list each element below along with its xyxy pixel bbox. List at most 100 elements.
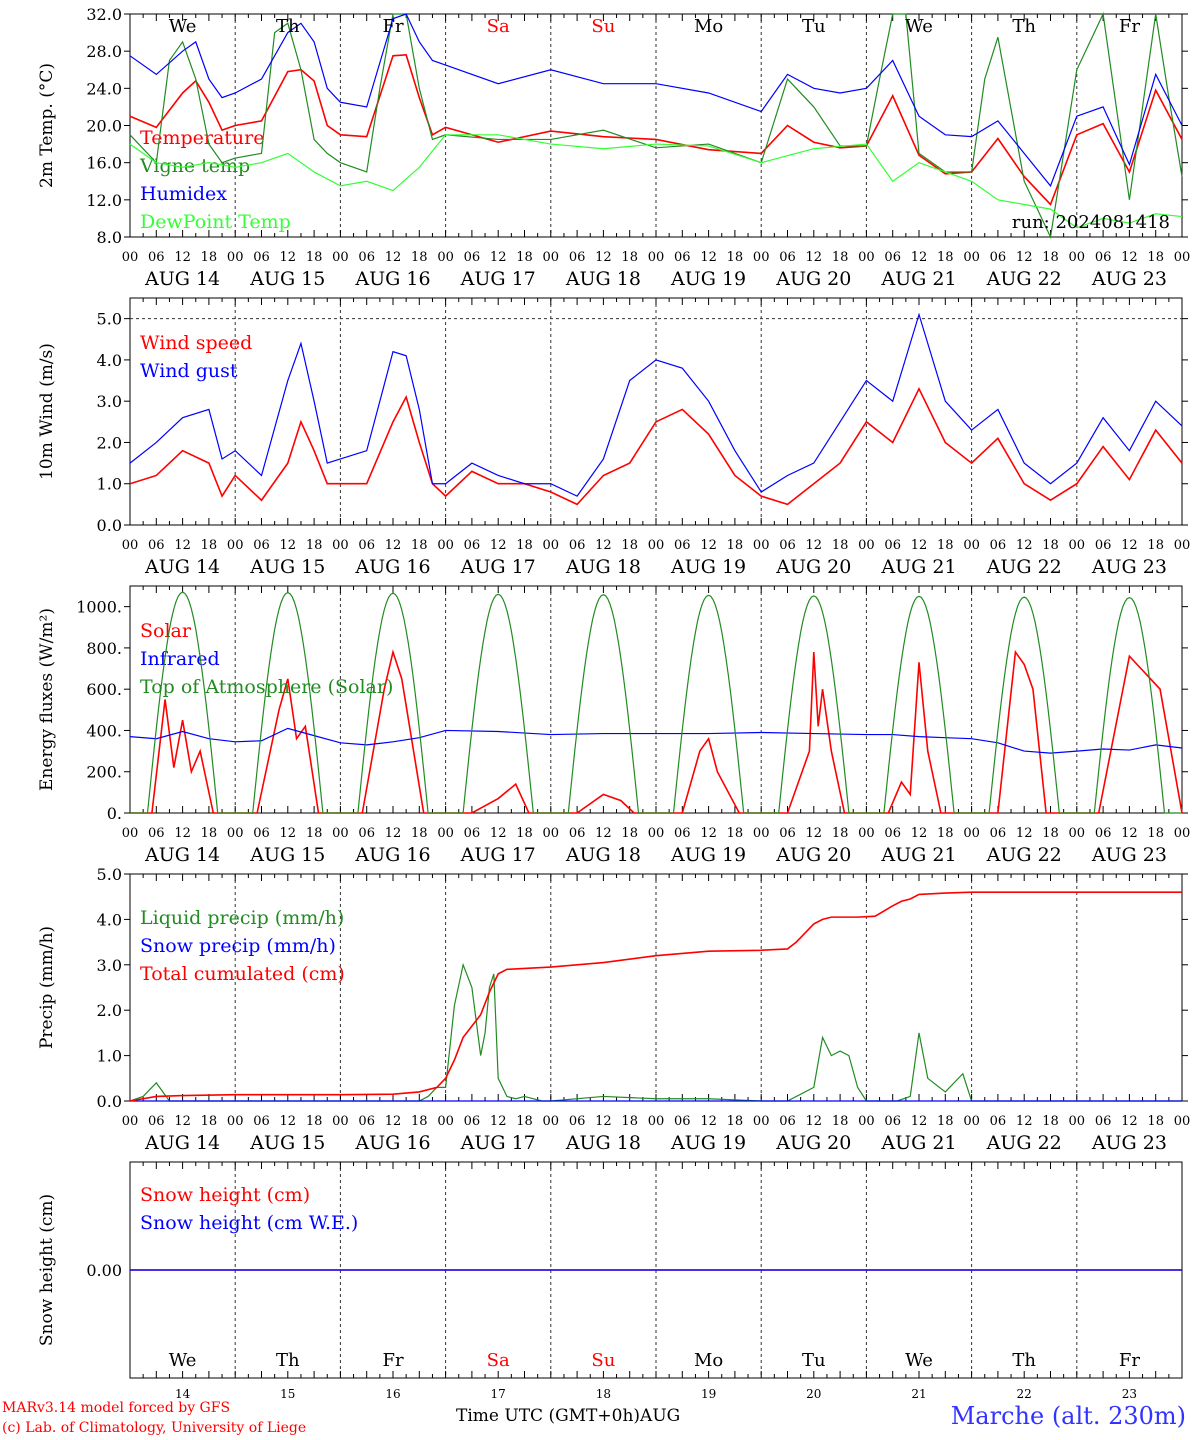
date-label: AUG 20 [775,1132,851,1154]
hour-tick-label: 00 [1069,538,1086,553]
legend-entry: Liquid precip (mm/h) [140,907,344,929]
hour-tick-label: 12 [1121,538,1138,553]
hour-tick-label: 12 [174,1114,191,1129]
date-label: AUG 19 [670,268,746,290]
hour-tick-label: 00 [963,1114,980,1129]
date-label: AUG 23 [1091,268,1167,290]
day-number-label: 23 [1122,1387,1137,1401]
hour-tick-label: 12 [700,1114,717,1129]
hour-tick-label: 18 [411,538,428,553]
hour-tick-label: 00 [227,826,244,841]
hour-tick-label: 00 [858,250,875,265]
weekday-label: Tu [802,16,826,37]
date-label: AUG 14 [144,844,220,866]
weekday-label: Tu [802,1350,826,1371]
hour-tick-label: 00 [1069,1114,1086,1129]
y-axis-label: Energy fluxes (W/m²) [37,608,57,791]
day-number-label: 15 [280,1387,295,1401]
legend-entry: Infrared [140,648,220,670]
chart-panel-3: 0. 200. 400. 600. 800. 1000. Energy fluxes (W/… [37,585,1191,866]
hour-tick-label: 18 [1147,1114,1164,1129]
hour-tick-label: 12 [490,250,507,265]
hour-tick-label: 00 [332,1114,349,1129]
hour-tick-label: 00 [858,538,875,553]
hour-tick-label: 18 [306,826,323,841]
hour-tick-label: 00 [122,250,139,265]
date-label: AUG 15 [249,268,325,290]
hour-tick-label: 18 [937,1114,954,1129]
hour-tick-label: 12 [806,538,823,553]
weekday-label: Th [276,1350,300,1371]
y-axis-label: Snow height (cm) [37,1194,57,1346]
y-tick-label: 3.0 [97,956,122,975]
hour-tick-label: 18 [201,538,218,553]
hour-tick-label: 06 [569,826,586,841]
date-label: AUG 19 [670,1132,746,1154]
legend-entry: DewPoint Temp [140,211,291,233]
hour-tick-label: 12 [700,250,717,265]
hour-tick-label: 06 [674,538,691,553]
hour-tick-label: 00 [227,1114,244,1129]
day-number-label: 18 [596,1387,611,1401]
hour-tick-label: 18 [621,250,638,265]
hour-tick-label: 12 [385,538,402,553]
y-tick-label: 5.0 [97,865,122,884]
hour-tick-label: 18 [727,538,744,553]
series-line [129,54,1183,206]
hour-tick-label: 12 [280,538,297,553]
date-label: AUG 19 [670,556,746,578]
y-tick-label: 3.0 [97,392,122,411]
date-label: AUG 17 [460,844,536,866]
date-label: AUG 16 [354,1132,430,1154]
date-label: AUG 15 [249,556,325,578]
y-tick-label: 0.0 [97,1092,122,1111]
y-tick-label: 0.00 [86,1261,122,1280]
date-label: AUG 16 [354,556,430,578]
date-label: AUG 16 [354,844,430,866]
y-tick-label: 16.0 [86,154,122,173]
hour-tick-label: 06 [358,250,375,265]
hour-tick-label: 00 [543,538,560,553]
hour-tick-label: 12 [280,826,297,841]
day-number-label: 20 [806,1387,821,1401]
hour-tick-label: 18 [1042,826,1059,841]
y-tick-label: 2.0 [97,1001,122,1020]
hour-tick-label: 06 [569,250,586,265]
series-line [129,312,1183,497]
hour-tick-label: 18 [937,538,954,553]
hour-tick-label: 00 [1174,826,1191,841]
hour-tick-label: 06 [779,1114,796,1129]
hour-tick-label: 00 [227,250,244,265]
hour-tick-label: 06 [884,538,901,553]
hour-tick-label: 18 [411,826,428,841]
y-tick-label: 5.0 [97,310,122,329]
hour-tick-label: 18 [832,250,849,265]
hour-tick-label: 12 [806,250,823,265]
hour-tick-label: 06 [569,538,586,553]
legend-entry: Humidex [140,183,227,205]
chart-panel-4: 0.0 1.0 2.0 3.0 4.0 5.0 Precip (mm/h) Liquid pr… [37,865,1190,1154]
legend-entry: Top of Atmosphere (Solar) [140,676,393,698]
hour-tick-label: 06 [1095,538,1112,553]
weekday-label: We [905,16,933,37]
hour-tick-label: 06 [253,250,270,265]
hour-tick-label: 00 [648,250,665,265]
day-number-label: 19 [701,1387,716,1401]
weekday-label: Th [1012,16,1036,37]
hour-tick-label: 06 [464,1114,481,1129]
hour-tick-label: 00 [1174,538,1191,553]
date-label: AUG 17 [460,556,536,578]
hour-tick-label: 12 [174,826,191,841]
legend-entry: Wind speed [140,332,252,354]
weekday-label: Mo [694,16,723,37]
hour-tick-label: 18 [411,1114,428,1129]
hour-tick-label: 18 [1147,538,1164,553]
hour-tick-label: 06 [1095,1114,1112,1129]
hour-tick-label: 12 [1121,826,1138,841]
y-axis-label: Precip (mm/h) [37,926,57,1049]
y-axis-label: 10m Wind (m/s) [37,343,57,480]
hour-tick-label: 12 [385,250,402,265]
y-tick-label: 800. [86,639,122,658]
date-label: AUG 20 [775,268,851,290]
